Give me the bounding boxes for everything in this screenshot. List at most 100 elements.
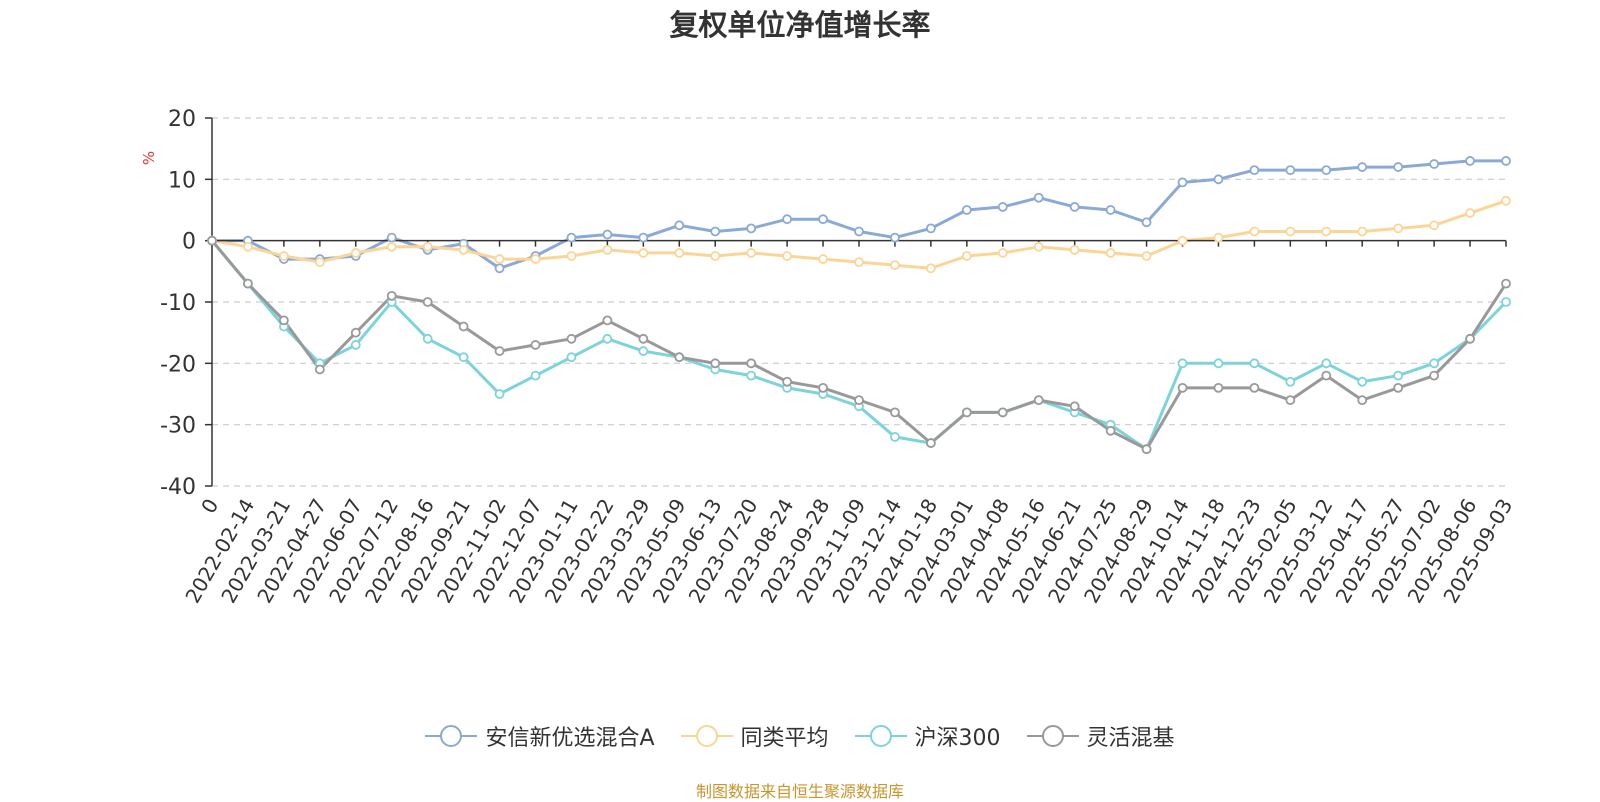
data-point xyxy=(1321,165,1332,176)
data-point xyxy=(494,346,505,356)
data-point xyxy=(1249,358,1260,369)
y-tick-label: 0 xyxy=(182,230,196,255)
data-point xyxy=(1357,376,1368,387)
data-point xyxy=(1069,202,1080,212)
data-point xyxy=(386,232,397,243)
data-point xyxy=(1501,297,1511,307)
data-point xyxy=(890,407,900,418)
data-point xyxy=(566,251,577,261)
series-line-0 xyxy=(210,159,1508,270)
legend-line-circle-icon xyxy=(854,725,907,747)
data-point xyxy=(1465,156,1475,166)
data-point xyxy=(1213,382,1224,393)
data-point xyxy=(422,241,433,252)
legend-label: 安信新优选混合A xyxy=(485,726,655,751)
data-point xyxy=(818,382,828,393)
legend-item[interactable]: 灵活混基 xyxy=(1026,720,1175,752)
data-point xyxy=(530,340,541,350)
data-point xyxy=(207,235,217,246)
y-tick-label: 20 xyxy=(168,107,196,132)
series-line-3 xyxy=(210,239,1508,451)
data-point xyxy=(458,352,469,363)
data-point xyxy=(1393,223,1404,234)
data-point xyxy=(854,395,864,406)
data-point xyxy=(494,263,505,274)
data-point xyxy=(638,346,649,356)
data-point xyxy=(1357,395,1368,406)
data-point xyxy=(961,205,972,215)
data-point xyxy=(1285,165,1296,176)
data-point xyxy=(566,333,577,344)
data-point xyxy=(602,229,613,240)
data-point xyxy=(890,232,900,243)
data-point xyxy=(1105,425,1116,436)
data-point xyxy=(997,407,1008,418)
data-point xyxy=(494,389,505,399)
data-point xyxy=(278,315,289,326)
y-tick-label: -40 xyxy=(160,475,196,500)
legend-item[interactable]: 沪深300 xyxy=(854,720,1001,752)
data-point xyxy=(1285,226,1296,237)
data-point xyxy=(350,327,361,338)
data-point xyxy=(1249,165,1260,176)
data-point xyxy=(602,333,613,344)
data-point xyxy=(854,257,864,268)
data-point xyxy=(1501,195,1511,206)
data-point xyxy=(782,376,793,387)
legend-label: 灵活混基 xyxy=(1086,726,1175,751)
data-point xyxy=(818,214,828,225)
data-point xyxy=(1141,217,1152,228)
data-point xyxy=(386,290,397,301)
data-point xyxy=(566,232,577,243)
data-point xyxy=(1177,177,1188,188)
data-point xyxy=(1393,162,1404,172)
x-tick-label: 0 xyxy=(196,495,223,518)
data-point xyxy=(746,248,757,258)
y-tick-label: -10 xyxy=(160,291,196,316)
data-point xyxy=(314,257,325,268)
data-point xyxy=(1285,376,1296,387)
data-point xyxy=(746,370,757,381)
data-point xyxy=(1357,162,1368,172)
data-point xyxy=(1105,205,1116,215)
data-point xyxy=(818,254,828,264)
legend: 安信新优选混合A 同类平均 沪深300 灵活混基 xyxy=(0,720,1600,752)
source-footer: 制图数据来自恒生聚源数据库 xyxy=(695,782,904,801)
data-point xyxy=(566,352,577,363)
data-point xyxy=(638,232,649,243)
data-point xyxy=(1213,232,1224,243)
data-point xyxy=(890,260,900,271)
data-point xyxy=(961,407,972,418)
data-point xyxy=(925,263,936,274)
data-point xyxy=(1177,235,1188,246)
data-point xyxy=(1249,226,1260,237)
series-line-2 xyxy=(210,239,1508,451)
data-point xyxy=(458,321,469,332)
data-point xyxy=(386,241,397,252)
legend-item[interactable]: 同类平均 xyxy=(680,720,829,752)
data-point xyxy=(782,214,793,225)
data-point xyxy=(925,438,936,448)
legend-item[interactable]: 安信新优选混合A xyxy=(425,720,655,752)
data-point xyxy=(674,220,685,231)
data-point xyxy=(243,241,253,252)
data-point xyxy=(997,202,1008,212)
data-point xyxy=(674,352,685,363)
y-axis-label: % xyxy=(140,151,158,165)
data-point xyxy=(961,251,972,261)
data-point xyxy=(1033,395,1044,406)
y-tick-label: -20 xyxy=(160,352,196,377)
legend-line-circle-icon xyxy=(425,725,478,747)
data-point xyxy=(1501,156,1511,166)
data-point xyxy=(710,226,721,237)
data-point xyxy=(1213,358,1224,369)
data-point xyxy=(458,244,469,255)
data-point xyxy=(710,251,721,261)
data-point xyxy=(1141,444,1152,455)
data-point xyxy=(925,223,936,234)
data-point xyxy=(746,358,757,369)
data-point xyxy=(710,358,721,369)
data-point xyxy=(530,370,541,381)
data-point xyxy=(1141,251,1152,261)
data-point xyxy=(1501,278,1511,289)
